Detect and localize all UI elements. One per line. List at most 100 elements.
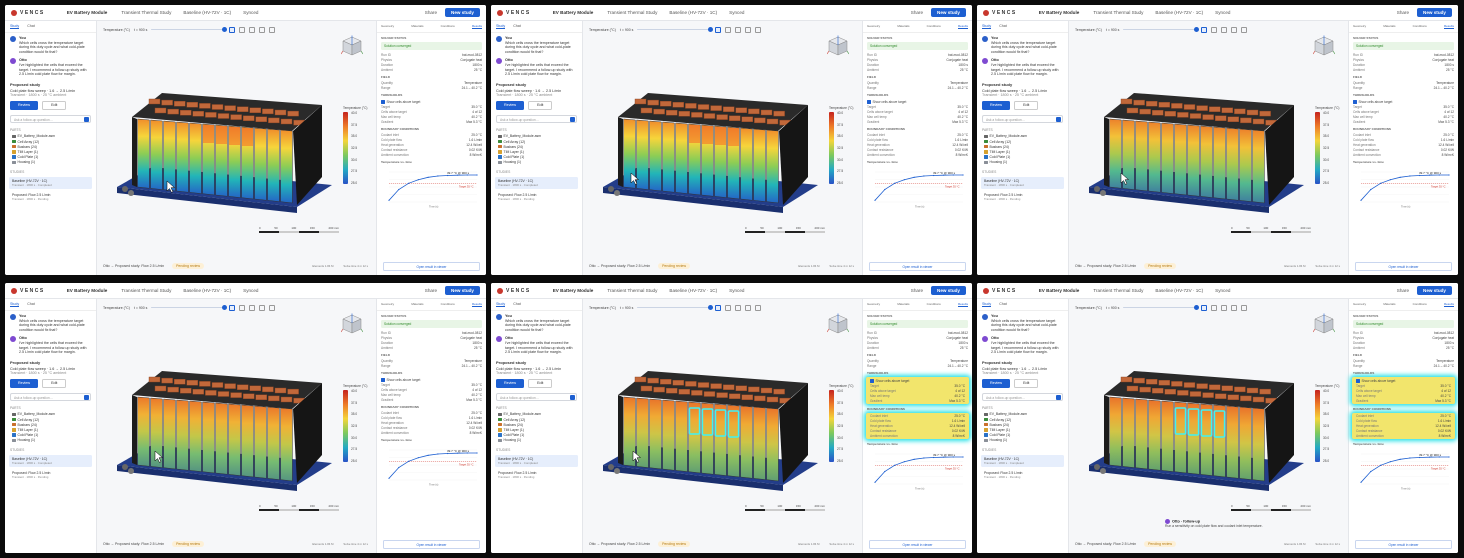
part-item[interactable]: EV_Battery_Module.asm bbox=[977, 412, 1068, 417]
tab-materials[interactable]: Materials bbox=[897, 302, 910, 306]
part-item[interactable]: Busbars (24) bbox=[5, 144, 96, 149]
tab-chat[interactable]: Chat bbox=[999, 302, 1007, 306]
section-tool-icon[interactable] bbox=[735, 26, 742, 33]
part-item[interactable]: EV_Battery_Module.asm bbox=[5, 412, 96, 417]
tab-transient-thermal-study[interactable]: Transient Thermal Study bbox=[1093, 288, 1144, 293]
send-icon[interactable] bbox=[84, 394, 89, 400]
part-item[interactable]: EV_Battery_Module.asm bbox=[5, 134, 96, 139]
tab-study[interactable]: Study bbox=[496, 302, 506, 307]
edit-button[interactable]: Edit bbox=[42, 378, 67, 388]
tab-transient-thermal-study[interactable]: Transient Thermal Study bbox=[607, 10, 658, 15]
checkbox-icon[interactable] bbox=[867, 100, 871, 104]
select-tool-icon[interactable] bbox=[1201, 304, 1208, 311]
tab-geometry[interactable]: Geometry bbox=[1353, 24, 1367, 28]
open-viewer-button[interactable]: Open result in viewer bbox=[1355, 540, 1452, 549]
study-item[interactable]: Baseline (HV-72V · 1C) Transient · 1800 s… bbox=[981, 176, 1064, 189]
part-item[interactable]: Cell Array (12) bbox=[5, 417, 96, 422]
rotate-tool-icon[interactable] bbox=[725, 26, 732, 33]
tab-conditions[interactable]: Conditions bbox=[1412, 302, 1427, 306]
part-item[interactable]: Housing (1) bbox=[5, 438, 96, 443]
send-icon[interactable] bbox=[84, 116, 89, 122]
tab-results[interactable]: Results bbox=[957, 302, 968, 307]
measure-tool-icon[interactable] bbox=[745, 304, 752, 311]
part-item[interactable]: EV_Battery_Module.asm bbox=[977, 134, 1068, 139]
show-cells-checkbox[interactable]: Show cells above target bbox=[863, 99, 972, 105]
battery-module-render[interactable] bbox=[593, 57, 823, 217]
section-tool-icon[interactable] bbox=[1221, 26, 1228, 33]
ask-input[interactable]: Ask a follow-up question… bbox=[982, 392, 1063, 401]
ask-input[interactable]: Ask a follow-up question… bbox=[496, 392, 577, 401]
tab-study[interactable]: Study bbox=[982, 24, 992, 29]
send-icon[interactable] bbox=[1056, 116, 1061, 122]
view-cube-icon[interactable] bbox=[341, 313, 363, 335]
3d-viewport[interactable]: Temperature (°C) t = 900 s Temperature (… bbox=[583, 21, 862, 275]
temperature-chart[interactable]: 39.7 °C @ 900 s Target 35 °C Time (s) bbox=[867, 450, 967, 490]
rotate-tool-icon[interactable] bbox=[239, 304, 246, 311]
part-item[interactable]: TIM Layer (1) bbox=[491, 427, 582, 432]
project-title[interactable]: EV Battery Module bbox=[552, 288, 594, 293]
review-button[interactable]: Review bbox=[982, 100, 1011, 110]
part-item[interactable]: TIM Layer (1) bbox=[977, 149, 1068, 154]
select-tool-icon[interactable] bbox=[1201, 26, 1208, 33]
study-item[interactable]: Baseline (HV-72V · 1C) Transient · 1800 s… bbox=[9, 176, 92, 189]
checkbox-icon[interactable] bbox=[870, 379, 874, 383]
tab-study[interactable]: Study bbox=[10, 24, 20, 29]
checkbox-icon[interactable] bbox=[1353, 100, 1357, 104]
time-slider[interactable] bbox=[1123, 27, 1200, 31]
send-icon[interactable] bbox=[1056, 394, 1061, 400]
tab-transient-thermal-study[interactable]: Transient Thermal Study bbox=[1093, 10, 1144, 15]
share-button[interactable]: Share bbox=[910, 10, 924, 15]
part-item[interactable]: TIM Layer (1) bbox=[5, 427, 96, 432]
part-item[interactable]: EV_Battery_Module.asm bbox=[491, 134, 582, 139]
edit-button[interactable]: Edit bbox=[528, 100, 553, 110]
project-title[interactable]: EV Battery Module bbox=[66, 288, 108, 293]
share-button[interactable]: Share bbox=[424, 288, 438, 293]
followup-card[interactable]: Otto · follow-up Run a sensitivity on co… bbox=[1165, 519, 1305, 528]
status-text[interactable]: Otto → Proposed study: Flow 2.5 L/min bbox=[1075, 542, 1137, 546]
show-cells-checkbox[interactable]: Show cells above target bbox=[1349, 99, 1458, 105]
checkbox-icon[interactable] bbox=[381, 378, 385, 382]
fit-view-icon[interactable] bbox=[755, 26, 762, 33]
part-item[interactable]: Cell Array (12) bbox=[491, 139, 582, 144]
rotate-tool-icon[interactable] bbox=[1211, 26, 1218, 33]
tab-results[interactable]: Results bbox=[471, 302, 482, 307]
measure-tool-icon[interactable] bbox=[1231, 304, 1238, 311]
rotate-tool-icon[interactable] bbox=[239, 26, 246, 33]
measure-tool-icon[interactable] bbox=[259, 26, 266, 33]
send-icon[interactable] bbox=[570, 116, 575, 122]
section-tool-icon[interactable] bbox=[249, 26, 256, 33]
view-cube-icon[interactable] bbox=[827, 313, 849, 335]
tab-materials[interactable]: Materials bbox=[411, 24, 424, 28]
study-item[interactable]: Baseline (HV-72V · 1C) Transient · 1800 s… bbox=[981, 454, 1064, 467]
new-study-button[interactable]: New study bbox=[445, 286, 480, 295]
view-cube-icon[interactable] bbox=[341, 35, 363, 57]
temperature-chart[interactable]: 39.7 °C @ 900 s Target 35 °C Time (s) bbox=[1353, 168, 1453, 208]
part-item[interactable]: Busbars (24) bbox=[977, 144, 1068, 149]
3d-viewport[interactable]: Temperature (°C) t = 900 s Temperature (… bbox=[583, 299, 862, 553]
temperature-chart[interactable]: 39.7 °C @ 900 s Target 35 °C Time (s) bbox=[381, 446, 481, 486]
study-item[interactable]: Baseline (HV-72V · 1C) Transient · 1800 s… bbox=[495, 454, 578, 467]
part-item[interactable]: Cell Array (12) bbox=[977, 417, 1068, 422]
ask-input[interactable]: Ask a follow-up question… bbox=[496, 114, 577, 123]
part-item[interactable]: TIM Layer (1) bbox=[491, 149, 582, 154]
measure-tool-icon[interactable] bbox=[1231, 26, 1238, 33]
part-item[interactable]: Cold Plate (1) bbox=[5, 433, 96, 438]
show-cells-checkbox[interactable]: Show cells above target bbox=[377, 377, 486, 383]
tab-results[interactable]: Results bbox=[471, 24, 482, 29]
study-item[interactable]: Proposed: Flow 2.5 L/min Transient · 1800… bbox=[984, 470, 1023, 479]
checkbox-icon[interactable] bbox=[381, 100, 385, 104]
quantity-selector[interactable]: Temperature (°C) bbox=[1075, 305, 1102, 310]
edit-button[interactable]: Edit bbox=[528, 378, 553, 388]
tab-materials[interactable]: Materials bbox=[1383, 24, 1396, 28]
study-item[interactable]: Baseline (HV-72V · 1C) Transient · 1800 s… bbox=[9, 454, 92, 467]
tab-conditions[interactable]: Conditions bbox=[926, 302, 941, 306]
review-button[interactable]: Review bbox=[982, 378, 1011, 388]
part-item[interactable]: Busbars (24) bbox=[977, 422, 1068, 427]
tab-chat[interactable]: Chat bbox=[999, 24, 1007, 28]
battery-module-render[interactable] bbox=[107, 57, 337, 217]
view-cube-icon[interactable] bbox=[1313, 313, 1335, 335]
project-title[interactable]: EV Battery Module bbox=[66, 10, 108, 15]
open-viewer-button[interactable]: Open result in viewer bbox=[869, 262, 966, 271]
tab-results[interactable]: Results bbox=[957, 24, 968, 29]
review-button[interactable]: Review bbox=[10, 100, 39, 110]
